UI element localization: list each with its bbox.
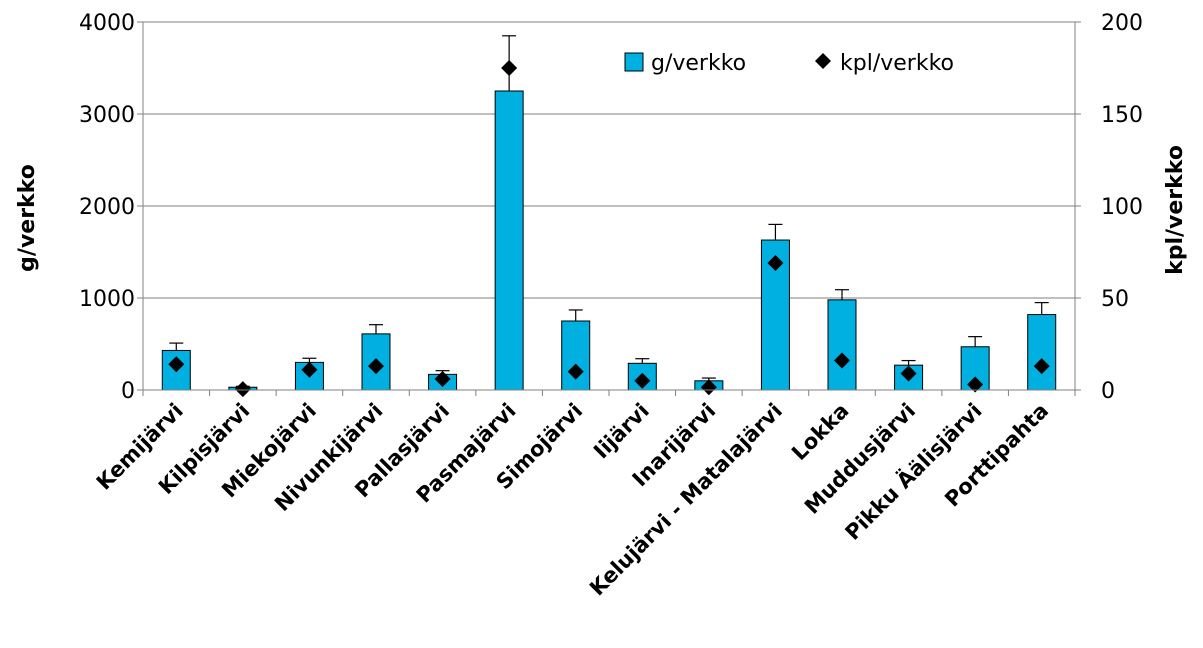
y-axis-right-title: kpl/verkko bbox=[1163, 145, 1188, 275]
y-left-tick-label: 3000 bbox=[79, 103, 135, 128]
marker-series bbox=[168, 60, 1050, 398]
gridlines bbox=[143, 21, 1075, 299]
y-axis-right-ticks: 0 50 100 150 200 bbox=[1101, 11, 1143, 404]
legend: g/verkko kpl/verkko bbox=[624, 51, 954, 76]
marker-point bbox=[834, 352, 850, 369]
y-right-tick-label: 150 bbox=[1101, 103, 1143, 128]
marker-point bbox=[767, 255, 784, 272]
marker-point bbox=[567, 363, 584, 380]
y-right-tick-label: 0 bbox=[1101, 379, 1115, 404]
legend-bar-label: g/verkko bbox=[651, 51, 746, 76]
x-category-label: Iijärvi bbox=[589, 399, 654, 464]
marker-point bbox=[967, 376, 984, 393]
y-axis-left-title: g/verkko bbox=[15, 164, 40, 272]
y-axis-left-ticks: 0 1000 2000 3000 4000 bbox=[79, 11, 135, 404]
marker-point bbox=[700, 379, 717, 396]
marker-point bbox=[900, 365, 917, 382]
bar-series bbox=[161, 90, 1057, 391]
error-bars bbox=[169, 35, 1049, 388]
bar bbox=[1027, 314, 1057, 391]
marker-point bbox=[234, 381, 251, 398]
marker-point bbox=[1033, 358, 1050, 375]
marker-point bbox=[434, 370, 451, 387]
y-left-tick-label: 1000 bbox=[79, 287, 135, 312]
legend-marker-label: kpl/verkko bbox=[840, 51, 954, 76]
x-axis-category-labels: KemijärviKilpisjärviMiekojärviNivunkijär… bbox=[92, 398, 1053, 601]
marker-point bbox=[301, 361, 318, 378]
y-left-tick-label: 2000 bbox=[79, 195, 135, 220]
bar bbox=[494, 90, 524, 391]
legend-marker-symbol bbox=[815, 53, 831, 69]
y-left-tick-label: 4000 bbox=[79, 11, 135, 36]
marker-point bbox=[168, 356, 185, 373]
y-left-tick-label: 0 bbox=[121, 379, 135, 404]
x-category-label: Lokka bbox=[787, 399, 853, 465]
marker-point bbox=[501, 60, 518, 76]
y-right-tick-label: 100 bbox=[1101, 195, 1143, 220]
bar bbox=[827, 299, 857, 391]
marker-point bbox=[634, 372, 651, 389]
legend-bar-swatch bbox=[624, 52, 644, 72]
bar bbox=[561, 320, 591, 391]
y-right-tick-label: 50 bbox=[1101, 287, 1129, 312]
axes bbox=[137, 21, 1081, 396]
y-right-tick-label: 200 bbox=[1101, 11, 1143, 36]
marker-point bbox=[368, 358, 384, 375]
